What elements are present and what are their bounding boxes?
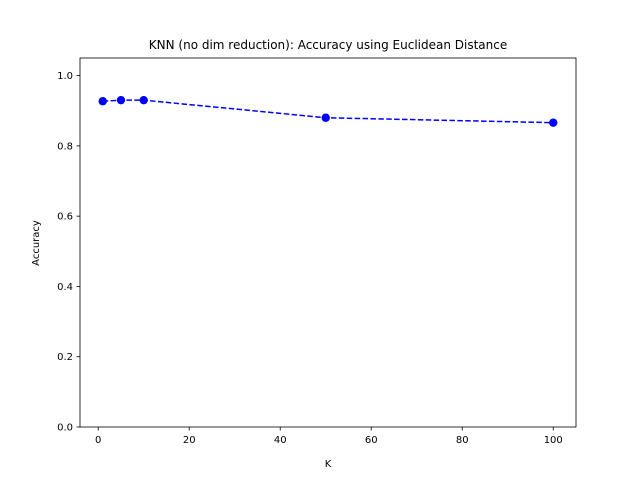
y-tick-label: 0.4 xyxy=(57,282,73,293)
plot-area: 0 20 40 60 80 100 0.0 0.2 0.4 0.6 0.8 1.0 xyxy=(57,57,577,446)
y-tick-label: 0.0 xyxy=(57,423,73,434)
data-point xyxy=(321,113,330,122)
y-tick-label: 1.0 xyxy=(57,71,73,82)
x-tick-label: 60 xyxy=(365,435,378,446)
x-tick-label: 20 xyxy=(183,435,196,446)
x-tick-label: 80 xyxy=(456,435,469,446)
y-tick-label: 0.8 xyxy=(57,141,73,152)
x-axis-title: K xyxy=(325,459,332,470)
data-point xyxy=(139,95,148,105)
chart-title: KNN (no dim reduction): Accuracy using E… xyxy=(149,38,507,52)
data-point xyxy=(116,95,126,105)
axes-frame xyxy=(79,57,577,428)
y-axis-title: Accuracy xyxy=(31,220,42,266)
x-tick-label: 100 xyxy=(544,435,563,446)
y-tick-label: 0.2 xyxy=(57,352,73,363)
x-tick-label: 40 xyxy=(274,435,287,446)
y-tick-label: 0.6 xyxy=(57,212,73,223)
data-point xyxy=(549,118,558,127)
x-tick-label: 0 xyxy=(95,435,101,446)
data-point xyxy=(98,97,107,106)
